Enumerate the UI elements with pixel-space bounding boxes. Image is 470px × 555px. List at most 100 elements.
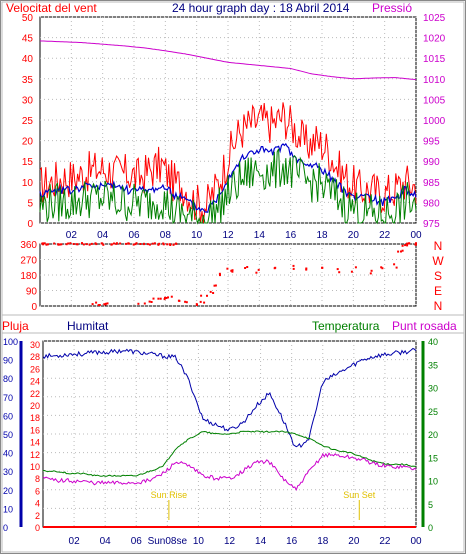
x-tick-label: 04: [100, 536, 112, 547]
direction-point: [206, 294, 208, 297]
direction-point: [175, 242, 178, 245]
direction-point: [97, 304, 100, 307]
x-tick-label: 06: [128, 230, 140, 241]
direction-point: [273, 267, 276, 270]
rain-tick-label: 2: [35, 511, 40, 521]
rain-tick-label: 28: [30, 352, 40, 362]
right-y-tick-label: 1005: [423, 95, 446, 106]
right-y-tick-label: 1025: [423, 13, 446, 24]
direction-point: [113, 242, 115, 245]
x-tick-label: Sun08se: [148, 536, 188, 547]
left-y-tick-label: 30: [22, 95, 34, 106]
direction-point: [406, 242, 409, 245]
direction-point: [57, 243, 60, 246]
direction-point: [226, 267, 229, 270]
temperature-tick-label: 15: [428, 453, 438, 463]
left-y-tick-label: 5: [27, 198, 33, 209]
direction-point: [115, 242, 118, 245]
compass-label: N: [434, 299, 443, 313]
x-tick-label: 16: [286, 536, 298, 547]
direction-point: [244, 267, 247, 269]
x-tick-label: 08: [160, 230, 172, 241]
direction-point: [338, 271, 341, 274]
humidity-tick-label: 50: [3, 430, 13, 440]
direction-point: [406, 244, 409, 247]
x-tick-label: 12: [222, 230, 234, 241]
x-tick-label: 00: [410, 230, 422, 241]
x-tick-label: 04: [97, 230, 109, 241]
direction-point: [400, 250, 402, 253]
chart-title: 24 hour graph day : 18 Abril 2014: [172, 1, 350, 15]
x-tick-label: 06: [131, 536, 143, 547]
direction-point: [150, 301, 153, 303]
direction-point: [72, 243, 75, 245]
direction-point: [165, 297, 168, 299]
direction-point: [321, 266, 324, 269]
rain-tick-label: 0: [35, 523, 40, 533]
left-y-tick-label: 35: [22, 75, 34, 86]
wind-min-series: [39, 148, 417, 225]
x-tick-label: 22: [379, 536, 391, 547]
direction-point: [47, 243, 49, 246]
direction-point: [393, 263, 396, 266]
x-tick-label: 12: [224, 536, 236, 547]
rain-tick-label: 30: [30, 340, 40, 350]
direction-point: [137, 302, 140, 305]
direction-point: [169, 244, 172, 246]
lower-frame: [1, 314, 465, 553]
temperature-tick-label: 10: [428, 477, 438, 487]
humidity-tick-label: 0: [3, 523, 8, 533]
direction-point: [146, 243, 149, 246]
direction-point: [110, 243, 113, 246]
direction-point: [152, 297, 155, 300]
direction-point: [59, 243, 62, 246]
direction-point: [82, 243, 85, 246]
right-y-tick-label: 1000: [423, 116, 446, 127]
direction-point: [85, 243, 88, 246]
direction-point: [415, 242, 417, 245]
direction-point: [218, 272, 221, 275]
pressure-series: [39, 40, 417, 81]
direction-point: [167, 296, 169, 299]
direction-point: [101, 242, 104, 245]
left-y-tick-label: 20: [22, 137, 34, 148]
direction-point: [42, 242, 44, 245]
direction-point: [354, 266, 357, 269]
direction-point: [257, 268, 260, 271]
direction-point: [231, 269, 234, 272]
compass-label: N: [434, 239, 443, 253]
temperature-label: Temperatura: [312, 319, 380, 333]
direction-point: [53, 242, 56, 245]
rain-tick-label: 8: [35, 474, 40, 484]
direction-point: [162, 242, 165, 245]
series-temperatura: [42, 430, 417, 477]
pressure-axis-title: Pressió: [372, 1, 412, 15]
direction-tick-label: 0: [31, 302, 37, 313]
direction-point: [381, 267, 384, 270]
direction-point: [95, 243, 98, 246]
direction-point: [65, 243, 68, 246]
direction-point: [139, 243, 142, 245]
direction-point: [255, 271, 258, 274]
direction-point: [401, 249, 404, 252]
humidity-tick-label: 30: [3, 467, 13, 477]
humidity-tick-label: 100: [3, 337, 18, 347]
right-y-tick-label: 975: [423, 219, 440, 230]
direction-point: [125, 242, 128, 245]
direction-point: [135, 242, 138, 245]
direction-point: [200, 294, 203, 297]
left-y-tick-label: 40: [22, 54, 34, 65]
series-punt-rosada: [42, 452, 417, 492]
direction-tick-label: 180: [20, 271, 37, 282]
humidity-tick-label: 60: [3, 411, 13, 421]
rain-tick-label: 22: [30, 389, 40, 399]
rain-tick-label: 12: [30, 450, 40, 460]
direction-point: [395, 266, 398, 269]
sunset-label: Sun Set: [343, 490, 376, 500]
direction-point: [199, 300, 202, 303]
rain-tick-label: 26: [30, 364, 40, 374]
direction-point: [305, 267, 308, 270]
x-tick-label: 20: [348, 230, 360, 241]
